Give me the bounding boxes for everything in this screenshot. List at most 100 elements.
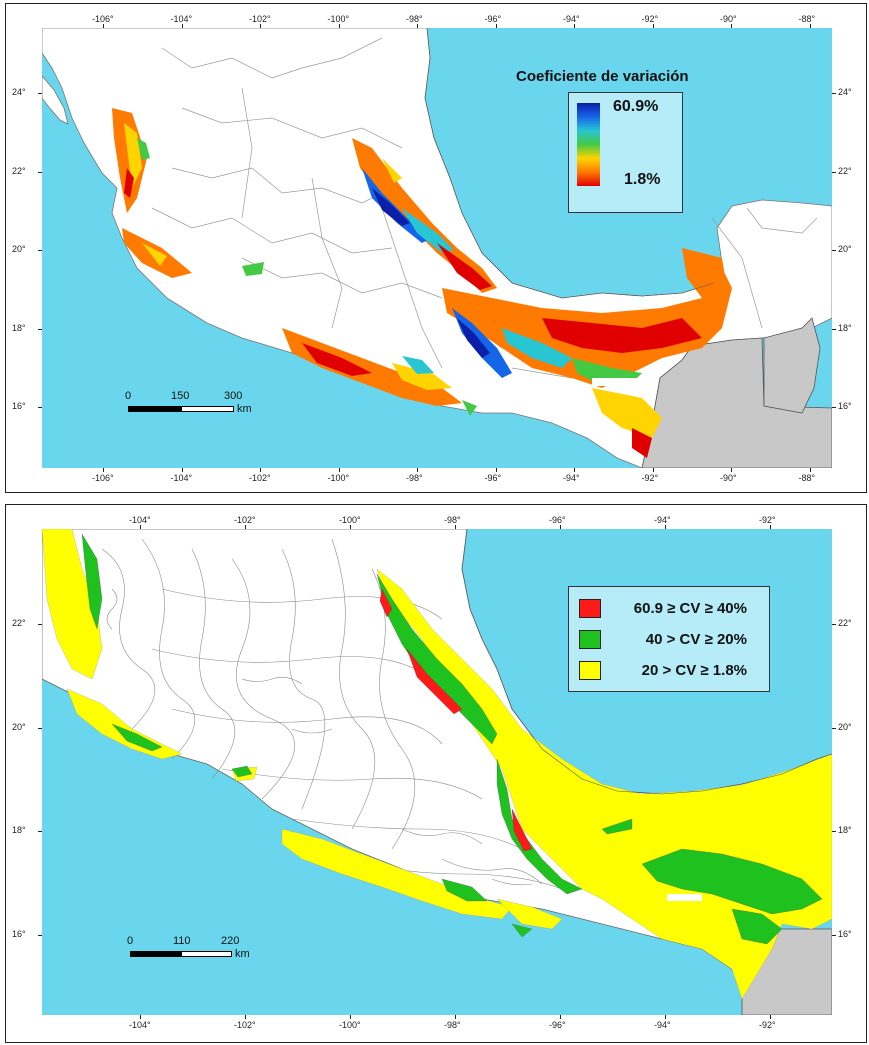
legend-swatch-mid — [579, 629, 601, 649]
lon-tick-bottom — [260, 468, 261, 472]
lat-label-left: 22° — [12, 618, 26, 628]
lon-label-bottom: -102° — [234, 1020, 256, 1030]
lat-tick-right — [832, 407, 836, 408]
cv-legend-title: Coeficiente de variación — [516, 68, 689, 85]
lon-label-top: -94° — [654, 515, 671, 525]
lon-label-top: -96° — [484, 14, 502, 24]
lon-label-bottom: -100° — [339, 1020, 361, 1030]
unmapped-area — [667, 894, 702, 901]
lon-tick-bottom — [338, 468, 340, 472]
scale-segment-light — [181, 951, 232, 957]
lat-tick-left — [38, 624, 42, 625]
lon-label-top: -102° — [249, 14, 271, 24]
lon-label-bottom: -98° — [406, 473, 423, 483]
lon-label-top: -92° — [641, 14, 659, 24]
lon-label-top: -104° — [170, 14, 193, 24]
lon-label-top: -106° — [92, 14, 114, 24]
lat-tick-right — [832, 93, 836, 94]
lon-label-bottom: -94° — [654, 1020, 671, 1030]
legend-item-high: 60.9 ≥ CV ≥ 40% — [579, 597, 747, 619]
legend-item-mid: 40 > CV ≥ 20% — [579, 628, 747, 650]
scale-label-220: 220 — [221, 935, 240, 947]
lon-tick-top — [260, 24, 261, 28]
legend-swatch-low — [579, 660, 601, 680]
lon-tick-bottom — [560, 1015, 561, 1019]
lon-tick-top — [770, 525, 771, 529]
lon-label-top: -96° — [549, 515, 566, 525]
lon-label-bottom: -98° — [444, 1020, 461, 1030]
lon-label-top: -98° — [444, 515, 461, 525]
lat-label-left: 20° — [12, 244, 26, 254]
elevation-contours — [101, 538, 563, 890]
lon-tick-bottom — [245, 1015, 246, 1019]
lat-label-left: 18° — [12, 322, 26, 333]
lon-tick-top — [574, 24, 575, 28]
lat-label-right: 18° — [838, 322, 852, 333]
guatemala-landmass — [641, 337, 832, 468]
cv-gradient-legend: 60.9% 1.8% — [568, 92, 683, 213]
lon-tick-top — [103, 24, 104, 28]
cv-continuous-map-panel: -106° -106° -104° -104° -102° -102° -100° -100°… — [5, 3, 867, 493]
lon-label-top: -104° — [129, 515, 151, 525]
cv-max-label: 60.9% — [613, 98, 659, 115]
lon-label-bottom: -102° — [249, 473, 271, 483]
lon-tick-top — [338, 24, 340, 28]
lon-label-top: -100° — [339, 515, 361, 525]
lat-tick-right — [832, 171, 836, 173]
lon-tick-bottom — [455, 1015, 456, 1019]
scale-segment-dark — [128, 406, 181, 412]
scale-label-110: 110 — [173, 935, 191, 947]
bottom-map-area: 60.9 ≥ CV ≥ 40% 40 > CV ≥ 20% 20 > CV ≥ … — [42, 529, 832, 1015]
cv-min-label: 1.8% — [624, 171, 661, 188]
lat-tick-left — [38, 328, 42, 330]
cv-color-ramp — [577, 103, 600, 186]
lat-label-left: 16° — [12, 401, 26, 411]
lon-tick-bottom — [731, 468, 732, 472]
lon-label-bottom: -104° — [129, 1020, 151, 1030]
lon-tick-top — [181, 24, 183, 28]
lon-tick-top — [140, 525, 141, 529]
lon-tick-top — [560, 525, 561, 529]
scale-unit: km — [237, 403, 252, 415]
lat-label-left: 20° — [12, 721, 26, 732]
lon-tick-top — [495, 24, 497, 28]
lon-tick-bottom — [495, 468, 497, 472]
lat-label-left: 24° — [12, 87, 26, 97]
lon-label-top: -92° — [759, 515, 776, 525]
scale-label-0: 0 — [125, 390, 132, 402]
lon-label-bottom: -106° — [92, 473, 114, 483]
lat-tick-left — [38, 93, 42, 94]
lon-label-bottom: -92° — [641, 473, 659, 483]
lat-tick-left — [38, 727, 42, 729]
lon-tick-bottom — [103, 468, 104, 472]
lon-tick-top — [809, 24, 811, 28]
lat-label-right: 20° — [838, 244, 852, 254]
lat-tick-right — [832, 250, 836, 251]
scale-label-300: 300 — [224, 390, 243, 402]
legend-label-high: 60.9 ≥ CV ≥ 40% — [633, 599, 747, 617]
top-map-canvas — [42, 28, 832, 468]
lon-tick-bottom — [350, 1015, 351, 1019]
lat-label-left: 16° — [12, 928, 26, 939]
lat-label-left: 22° — [12, 165, 26, 176]
lon-label-bottom: -100° — [327, 473, 350, 483]
lat-label-right: 18° — [838, 825, 852, 835]
lat-tick-left — [38, 831, 42, 832]
cv-class-legend: 60.9 ≥ CV ≥ 40% 40 > CV ≥ 20% 20 > CV ≥ … — [568, 586, 770, 692]
lat-label-left: 18° — [12, 825, 26, 835]
lat-tick-right — [832, 831, 836, 832]
lat-tick-right — [832, 624, 836, 625]
state-borders — [151, 37, 818, 379]
lat-label-right: 22° — [838, 618, 852, 628]
legend-swatch-high — [579, 598, 601, 618]
lon-label-bottom: -90° — [720, 473, 737, 483]
lon-tick-top — [245, 525, 246, 529]
lon-tick-bottom — [181, 468, 183, 472]
lat-tick-right — [832, 934, 836, 936]
scale-segment-light — [181, 406, 234, 412]
lat-tick-left — [38, 934, 42, 936]
lon-label-top: -94° — [563, 14, 580, 24]
lat-tick-right — [832, 727, 836, 729]
lon-label-top: -90° — [720, 14, 737, 24]
lat-tick-left — [38, 250, 42, 251]
